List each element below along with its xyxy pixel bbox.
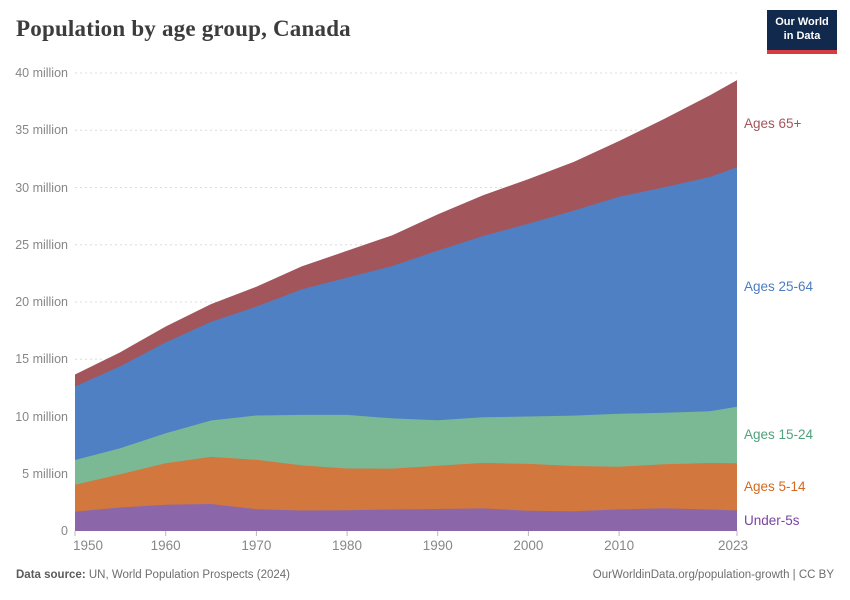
y-axis-label: 40 million	[15, 66, 68, 80]
owid-logo-line2: in Data	[783, 30, 821, 42]
owid-logo[interactable]: Our World in Data	[767, 10, 837, 54]
legend-label-ages-25-64[interactable]: Ages 25-64	[744, 279, 814, 294]
x-axis-label: 2010	[604, 538, 635, 553]
x-axis-label: 2023	[717, 538, 749, 553]
owid-logo-line1: Our World	[775, 16, 829, 29]
x-axis-label: 1980	[332, 538, 363, 553]
x-axis-label: 1970	[241, 538, 272, 553]
y-axis-label: 10 million	[15, 409, 68, 424]
y-axis-label: 25 million	[15, 237, 68, 252]
y-axis-label: 5 million	[22, 466, 68, 481]
x-axis-label: 2000	[513, 538, 544, 553]
legend-label-ages-5-14[interactable]: Ages 5-14	[744, 478, 806, 494]
owid-link[interactable]: OurWorldinData.org/population-growth | C…	[592, 569, 834, 581]
stacked-area-chart[interactable]	[74, 72, 739, 539]
data-source: Data source: UN, World Population Prospe…	[16, 569, 290, 581]
chart-title: Population by age group, Canada	[16, 16, 351, 41]
x-axis-label: 1990	[422, 538, 453, 553]
legend-label-ages-65[interactable]: Ages 65+	[744, 115, 802, 131]
data-source-label: Data source:	[16, 569, 86, 581]
y-axis-label: 30 million	[15, 180, 68, 195]
legend-label-ages-15-24[interactable]: Ages 15-24	[744, 426, 814, 442]
y-axis-label: 0	[61, 524, 68, 538]
y-axis-label: 20 million	[15, 295, 68, 309]
footer: Data source: UN, World Population Prospe…	[16, 569, 834, 581]
area-under-5s[interactable]	[75, 504, 737, 531]
x-axis-label: 1950	[72, 538, 104, 553]
y-axis-label: 15 million	[15, 352, 68, 367]
legend-label-under-5s[interactable]: Under-5s	[744, 512, 800, 528]
y-axis-label: 35 million	[15, 123, 68, 138]
data-source-text: UN, World Population Prospects (2024)	[85, 569, 290, 581]
x-axis-label: 1960	[150, 538, 181, 553]
